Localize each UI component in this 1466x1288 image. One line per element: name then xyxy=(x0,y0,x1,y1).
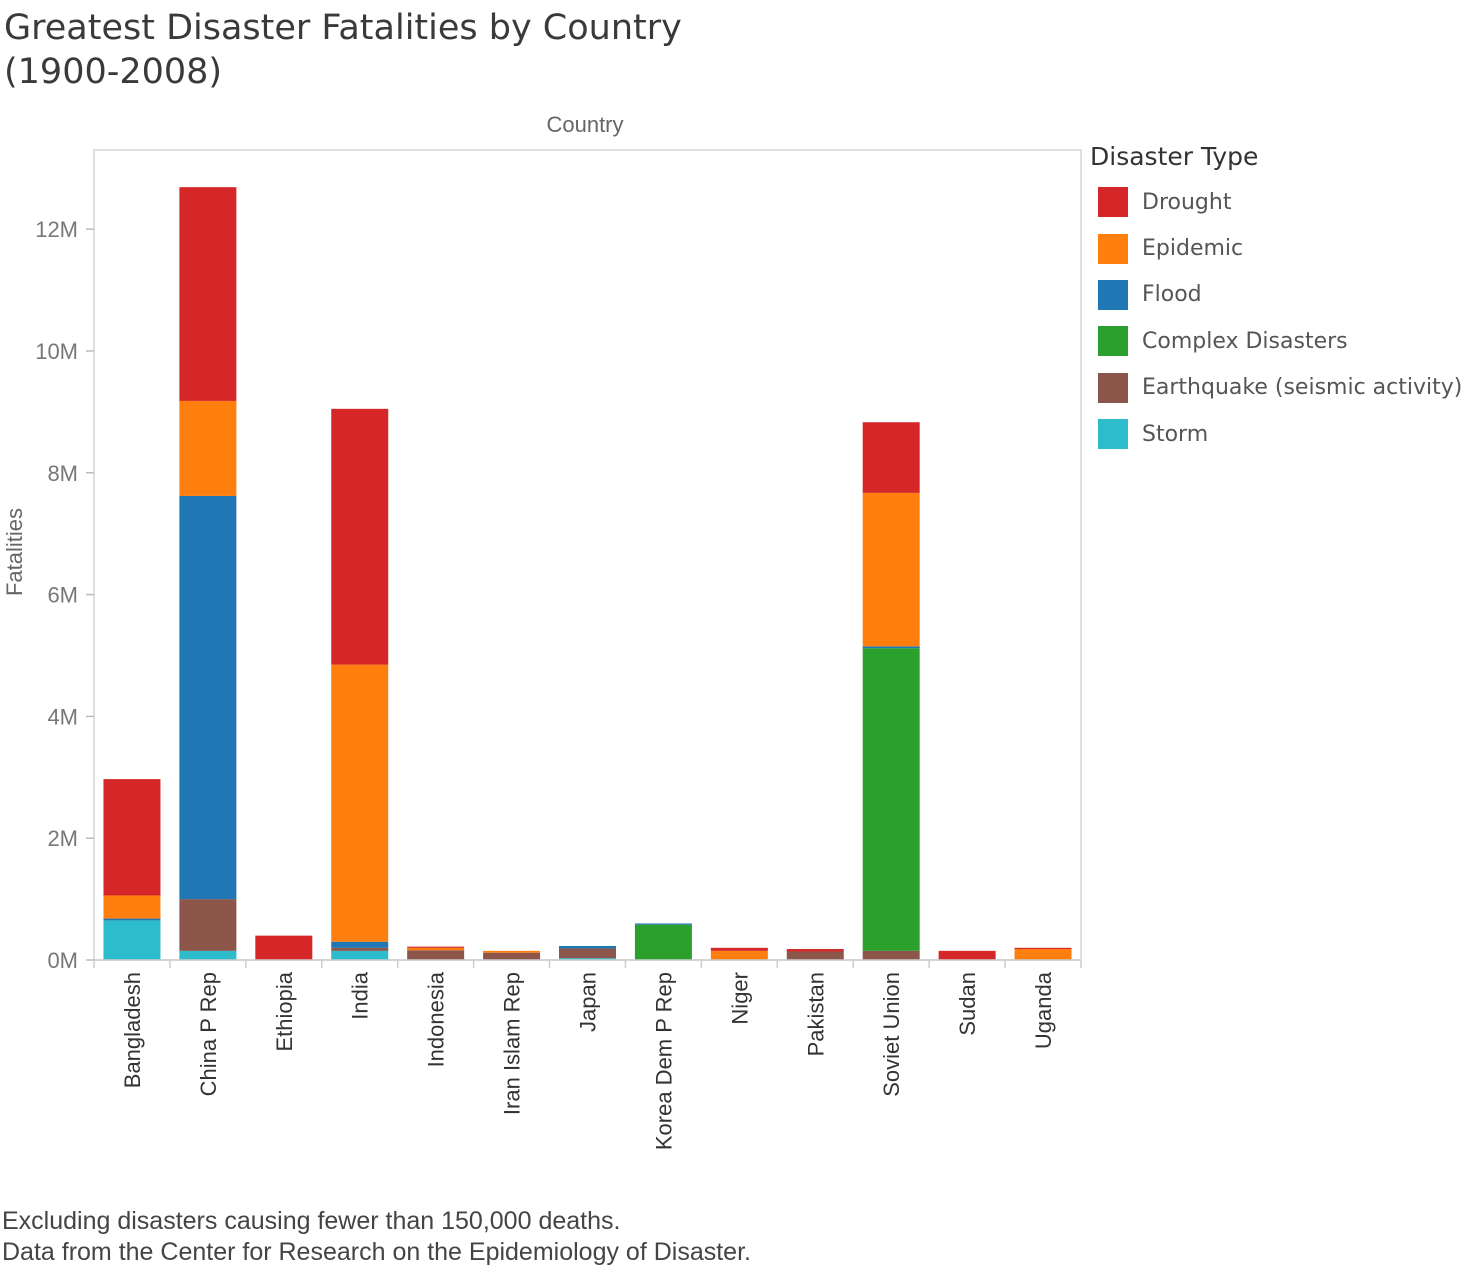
legend-title: Disaster Type xyxy=(1090,142,1259,171)
y-tick-label: 12M xyxy=(35,217,78,242)
bar-indonesia-epidemic xyxy=(407,947,465,951)
x-tick-label: Uganda xyxy=(1031,971,1056,1049)
bar-soviet-union-drought xyxy=(862,422,920,493)
legend-label: Drought xyxy=(1142,189,1232,215)
bar-soviet-union-flood xyxy=(862,646,920,649)
legend-item-storm: Storm xyxy=(1090,411,1462,457)
bar-japan-storm xyxy=(559,958,616,960)
x-tick-label: Ethiopia xyxy=(272,971,297,1051)
x-tick-label: Korea Dem P Rep xyxy=(651,972,676,1150)
y-axis-title: Fatalities xyxy=(2,508,27,596)
x-tick-label: Pakistan xyxy=(803,972,828,1056)
legend-item-epidemic: Epidemic xyxy=(1090,225,1462,271)
bars-group xyxy=(103,187,1072,960)
legend-label: Earthquake (seismic activity) xyxy=(1142,375,1463,401)
bar-uganda-epidemic xyxy=(1014,949,1072,960)
chart-title-line-2: (1900-2008) xyxy=(4,52,223,92)
legend-swatch xyxy=(1098,187,1128,218)
legend-item-flood: Flood xyxy=(1090,272,1462,318)
legend-label: Storm xyxy=(1142,421,1209,447)
bar-china-p-rep-flood xyxy=(179,495,237,900)
bar-pakistan-earthquake-seismic-activity xyxy=(786,951,844,960)
x-tick-label: Bangladesh xyxy=(120,972,145,1088)
y-axis: 0M 2M 4M 6M 8M 10M 12M xyxy=(35,217,94,973)
bar-china-p-rep-drought xyxy=(179,187,237,401)
x-tick-label: Iran Islam Rep xyxy=(500,972,525,1115)
x-axis-title: Country xyxy=(546,112,623,137)
bar-soviet-union-earthquake-seismic-activity xyxy=(862,950,920,960)
x-tick-label: Niger xyxy=(727,972,752,1025)
legend-items: Drought Epidemic Flood Complex Disasters Ear… xyxy=(1090,179,1462,457)
bar-sudan-drought xyxy=(938,950,996,960)
bar-bangladesh-drought xyxy=(103,779,161,896)
stacked-bar-chart: Country Fatalities 0M 2M 4M 6M 8M 10M 12M Bang… xyxy=(2,112,1082,1150)
bar-soviet-union-complex-disasters xyxy=(862,648,920,951)
y-tick-label: 0M xyxy=(47,948,78,973)
bar-indonesia-drought xyxy=(407,946,465,948)
footnote-line-2: Data from the Center for Research on the… xyxy=(2,1238,751,1266)
bar-bangladesh-storm xyxy=(103,920,161,960)
bar-iran-islam-rep-earthquake-seismic-activity xyxy=(483,952,541,960)
chart-title: Greatest Disaster Fatalities by Country … xyxy=(4,6,682,94)
y-tick-label: 4M xyxy=(47,704,78,729)
x-tick-label: Soviet Union xyxy=(879,972,904,1097)
x-tick-label: India xyxy=(348,971,373,1019)
legend-swatch xyxy=(1098,233,1128,264)
legend-label: Epidemic xyxy=(1142,236,1244,262)
bar-india-storm xyxy=(331,950,389,960)
bar-ethiopia-drought xyxy=(255,935,313,960)
legend-swatch xyxy=(1098,279,1128,310)
legend-swatch xyxy=(1098,372,1128,403)
bar-china-p-rep-earthquake-seismic-activity xyxy=(179,899,237,951)
legend-label: Complex Disasters xyxy=(1142,328,1348,354)
bar-bangladesh-epidemic xyxy=(103,895,161,919)
x-tick-label: Sudan xyxy=(955,972,980,1036)
bar-india-epidemic xyxy=(331,664,389,942)
bar-japan-flood xyxy=(559,945,616,949)
x-tick-label: Japan xyxy=(576,972,601,1032)
x-tick-label: Indonesia xyxy=(424,971,449,1067)
footnote-line-1: Excluding disasters causing fewer than 1… xyxy=(2,1207,621,1235)
bar-iran-islam-rep-epidemic xyxy=(483,950,541,953)
bar-china-p-rep-epidemic xyxy=(179,400,237,496)
bar-soviet-union-epidemic xyxy=(862,492,920,647)
bar-uganda-drought xyxy=(1014,947,1072,950)
bar-china-p-rep-storm xyxy=(179,950,237,960)
chart-title-line-1: Greatest Disaster Fatalities by Country xyxy=(4,8,682,48)
legend-item-drought: Drought xyxy=(1090,179,1462,225)
y-tick-label: 10M xyxy=(35,339,78,364)
y-tick-label: 8M xyxy=(47,461,78,486)
bar-japan-earthquake-seismic-activity xyxy=(559,948,616,959)
legend-item-complex-disasters: Complex Disasters xyxy=(1090,318,1462,364)
bar-india-earthquake-seismic-activity xyxy=(331,947,389,951)
x-tick-label: China P Rep xyxy=(196,972,221,1096)
legend-swatch xyxy=(1098,419,1128,450)
legend-swatch xyxy=(1098,326,1128,357)
bar-niger-epidemic xyxy=(710,950,768,960)
y-tick-label: 2M xyxy=(47,826,78,851)
bar-korea-dem-p-rep-flood xyxy=(634,923,692,925)
plot-area-border xyxy=(93,149,1082,961)
legend-item-earthquake-seismic-activity: Earthquake (seismic activity) xyxy=(1090,365,1462,411)
x-axis: Bangladesh China P Rep Ethiopia India Indone… xyxy=(93,959,1082,1150)
bar-india-flood xyxy=(331,941,389,948)
bar-pakistan-drought xyxy=(786,949,844,952)
bar-indonesia-earthquake-seismic-activity xyxy=(407,950,465,960)
footnote: Excluding disasters causing fewer than 1… xyxy=(2,1206,751,1268)
bar-niger-drought xyxy=(710,947,768,951)
bar-korea-dem-p-rep-complex-disasters xyxy=(634,924,692,960)
bar-bangladesh-flood xyxy=(103,918,161,921)
bar-india-drought xyxy=(331,408,389,665)
y-tick-label: 6M xyxy=(47,583,78,608)
legend: Disaster Type Drought Epidemic Flood Comple… xyxy=(1090,142,1462,457)
legend-label: Flood xyxy=(1142,282,1202,308)
